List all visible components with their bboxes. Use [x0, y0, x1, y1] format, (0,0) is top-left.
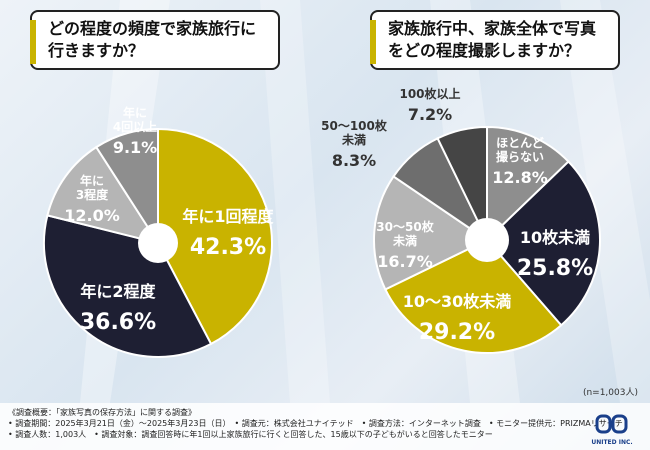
- pie2-label-1-line-2: 撮らない: [496, 149, 544, 164]
- pie2-label-4-line-1: 30〜50枚: [376, 219, 434, 234]
- pie2-value-1: 12.8%: [492, 168, 548, 187]
- pie1-label-1: 年に1回程度 42.3%: [182, 207, 274, 260]
- sample-size-note: (n=1,003人): [582, 388, 638, 398]
- pie1-label-3-line-1: 年に: [80, 173, 104, 188]
- pie2-label-4-line-2: 未満: [392, 233, 417, 248]
- survey-footer: 《調査概要：「家族写真の保存方法」に関する調査》 • 調査期間：2025年3月2…: [0, 403, 650, 450]
- pie2-slice-4: [373, 175, 489, 291]
- pie1-value-2: 36.6%: [80, 310, 156, 335]
- pie2-value-5: 8.3%: [332, 151, 376, 170]
- pie1-label-4-line-1: 年に: [123, 105, 147, 120]
- pie2-slice-1: [486, 125, 570, 243]
- pie2-value-6: 7.2%: [408, 105, 452, 124]
- question-1-text: どの程度の頻度で家族旅行に行きますか？: [48, 19, 257, 60]
- pie2-slice-6: [436, 125, 488, 241]
- pie1-slice-1: [157, 127, 273, 346]
- footer-title: 《調査概要：「家族写真の保存方法」に関する調査》: [8, 408, 196, 417]
- logo-text: UNITED INC.: [591, 439, 633, 446]
- pie1-value-1: 42.3%: [190, 235, 266, 260]
- pie1-label-4-line-2: 4回以上: [113, 119, 157, 134]
- pie1-slice-3: [46, 145, 161, 245]
- united-logo-icon: [595, 414, 628, 434]
- pie1-value-4: 9.1%: [113, 138, 157, 157]
- pie2-center-hole: [465, 218, 509, 262]
- pie1-label-3-line-2: 3程度: [76, 187, 109, 202]
- question-2-box: 家族旅行中、家族全体で写真をどの程度撮影しますか？: [370, 10, 620, 70]
- footer-period: • 調査期間：2025年3月21日（金）〜2025年3月23日（日） • 調査元…: [8, 419, 623, 428]
- pie2-label-6-line-1: 100枚以上: [399, 86, 460, 101]
- pie1-slice-4: [94, 127, 159, 247]
- pie2-value-3: 29.2%: [419, 320, 495, 345]
- pie2-label-3: 10〜30枚未満 29.2%: [403, 292, 512, 345]
- pie1-value-3: 12.0%: [64, 206, 120, 225]
- pie2-label-5-line-1: 50〜100枚: [321, 118, 388, 133]
- pie2-label-1-line-1: ほとんど: [496, 136, 544, 150]
- pie1-label-2-line-1: 年に2程度: [80, 282, 156, 301]
- question-1-box: どの程度の頻度で家族旅行に行きますか？: [30, 10, 280, 70]
- pie2-value-2: 25.8%: [517, 256, 593, 281]
- pie2-label-2: 10枚未満 25.8%: [517, 228, 593, 281]
- footer-target: • 調査人数：1,003人 • 調査対象：調査回答時に年1回以上家族旅行に行くと…: [8, 430, 493, 439]
- pie2-label-5-line-2: 未満: [341, 132, 366, 147]
- pie2-label-2-line-1: 10枚未満: [520, 228, 590, 247]
- pie2-label-3-line-1: 10〜30枚未満: [403, 292, 512, 311]
- united-logo: UNITED INC.: [582, 413, 642, 446]
- pie1-label-1-line-1: 年に1回程度: [182, 207, 274, 226]
- question-2-text: 家族旅行中、家族全体で写真をどの程度撮影しますか？: [388, 19, 597, 60]
- pie1-center-hole: [138, 223, 178, 263]
- pie1-slice-2: [43, 214, 213, 358]
- pie2-label-6: 100枚以上 7.2%: [399, 86, 460, 124]
- pie1-label-2: 年に2程度 36.6%: [80, 282, 157, 335]
- pie2-slice-2: [485, 160, 601, 327]
- pie2-value-4: 16.7%: [377, 252, 433, 271]
